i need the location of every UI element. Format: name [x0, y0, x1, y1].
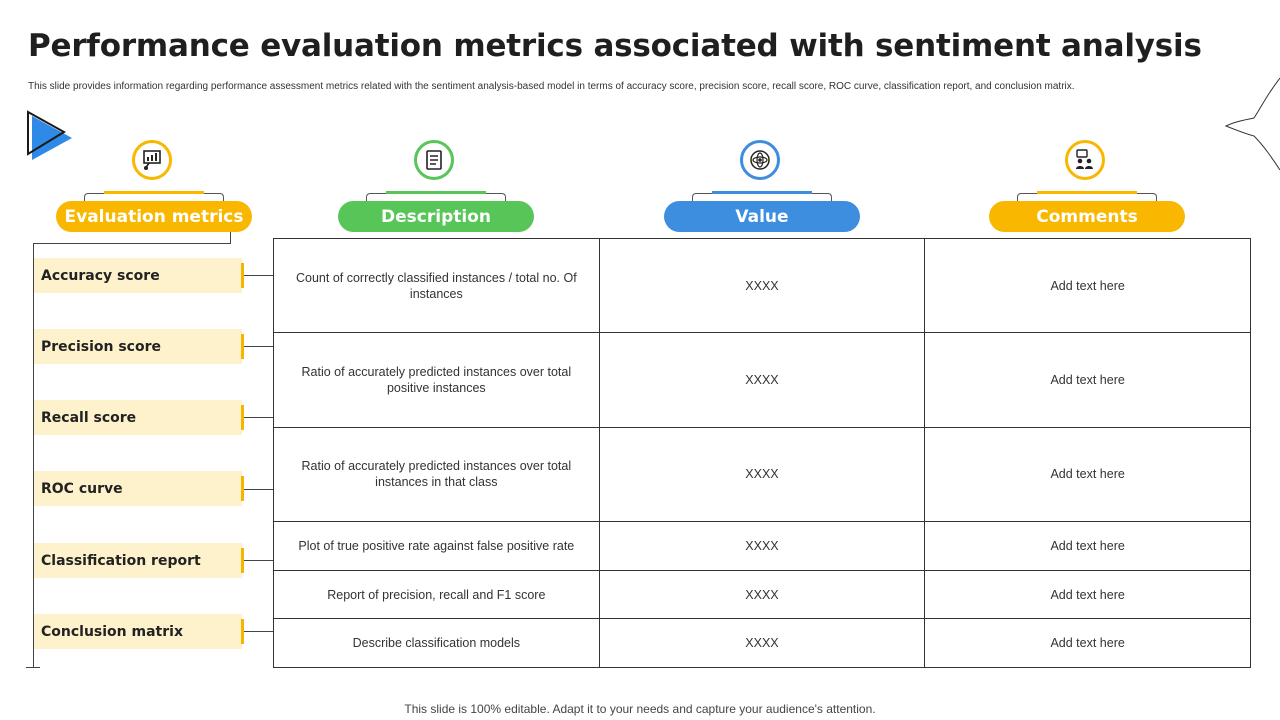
- value-label: Value: [664, 201, 860, 232]
- connector-line: [230, 232, 231, 244]
- metric-label: Classification report: [41, 552, 201, 569]
- play-triangle-icon: [27, 110, 72, 160]
- metric-accent-bar: [241, 334, 244, 359]
- header-description: Description: [338, 140, 534, 232]
- value-cell: XXXX: [598, 618, 926, 668]
- team-discussion-icon: [1065, 140, 1105, 180]
- header-bracket: [84, 193, 224, 201]
- header-bracket: [692, 193, 832, 201]
- header-comments: Comments: [989, 140, 1185, 232]
- metric-recall-score: Recall score: [34, 400, 244, 435]
- description-cell: Count of correctly classified instances …: [273, 237, 600, 334]
- value-cell: XXXX: [598, 332, 926, 428]
- metric-connector: [244, 417, 273, 418]
- comment-cell: Add text here: [924, 426, 1251, 523]
- presentation-chart-icon: [132, 140, 172, 180]
- header-accent-bar: [712, 191, 812, 194]
- metric-label: ROC curve: [41, 480, 123, 497]
- atom-gear-icon: [740, 140, 780, 180]
- comment-cell: Add text here: [924, 332, 1251, 428]
- metric-connector: [244, 560, 273, 561]
- footer-note: This slide is 100% editable. Adapt it to…: [404, 702, 876, 716]
- metric-accuracy-score: Accuracy score: [34, 258, 244, 293]
- page-subtitle: This slide provides information regardin…: [28, 81, 1075, 92]
- metric-accent-bar: [241, 405, 244, 430]
- header-bracket: [366, 193, 506, 201]
- metric-label: Accuracy score: [41, 267, 160, 284]
- document-list-icon: [414, 140, 454, 180]
- value-cell: XXXX: [598, 426, 926, 523]
- evaluation-metrics-label: Evaluation metrics: [56, 201, 252, 232]
- page-title: Performance evaluation metrics associate…: [28, 28, 1202, 64]
- header-accent-bar: [386, 191, 486, 194]
- connector-line: [33, 243, 230, 244]
- comment-cell: Add text here: [924, 569, 1251, 620]
- description-cell: Report of precision, recall and F1 score: [273, 569, 600, 620]
- metric-accent-bar: [241, 263, 244, 288]
- metric-connector: [244, 631, 273, 632]
- metric-label: Conclusion matrix: [41, 623, 183, 640]
- comments-label: Comments: [989, 201, 1185, 232]
- metric-connector: [244, 275, 273, 276]
- header-evaluation-metrics: Evaluation metrics: [56, 140, 252, 232]
- comment-cell: Add text here: [924, 618, 1251, 668]
- table-row: Ratio of accurately predicted instances …: [273, 426, 1251, 523]
- metric-accent-bar: [241, 548, 244, 573]
- metric-classification-report: Classification report: [34, 543, 244, 578]
- description-label: Description: [338, 201, 534, 232]
- header-accent-bar: [1037, 191, 1137, 194]
- metric-precision-score: Precision score: [34, 329, 244, 364]
- description-cell: Describe classification models: [273, 618, 600, 668]
- header-value: Value: [664, 140, 860, 232]
- value-cell: XXXX: [598, 237, 926, 334]
- metrics-table: Count of correctly classified instances …: [273, 237, 1251, 668]
- metric-label: Precision score: [41, 338, 161, 355]
- table-row: Plot of true positive rate against false…: [273, 521, 1251, 571]
- description-cell: Plot of true positive rate against false…: [273, 521, 600, 571]
- comment-cell: Add text here: [924, 521, 1251, 571]
- metric-connector: [244, 346, 273, 347]
- value-cell: XXXX: [598, 521, 926, 571]
- metric-roc-curve: ROC curve: [34, 471, 244, 506]
- metric-connector: [244, 489, 273, 490]
- value-cell: XXXX: [598, 569, 926, 620]
- metric-spine-line: [33, 244, 34, 668]
- table-row: Describe classification models XXXX Add …: [273, 618, 1251, 668]
- metric-accent-bar: [241, 476, 244, 501]
- description-cell: Ratio of accurately predicted instances …: [273, 332, 600, 428]
- table-row: Report of precision, recall and F1 score…: [273, 569, 1251, 620]
- sparkle-decoration-icon: [1224, 77, 1280, 171]
- metric-accent-bar: [241, 619, 244, 644]
- description-cell: Ratio of accurately predicted instances …: [273, 426, 600, 523]
- table-row: Count of correctly classified instances …: [273, 237, 1251, 334]
- metric-conclusion-matrix: Conclusion matrix: [34, 614, 244, 649]
- spine-end-tick: [26, 667, 40, 668]
- comment-cell: Add text here: [924, 237, 1251, 334]
- header-accent-bar: [104, 191, 204, 194]
- metric-label: Recall score: [41, 409, 137, 426]
- table-row: Ratio of accurately predicted instances …: [273, 332, 1251, 428]
- header-bracket: [1017, 193, 1157, 201]
